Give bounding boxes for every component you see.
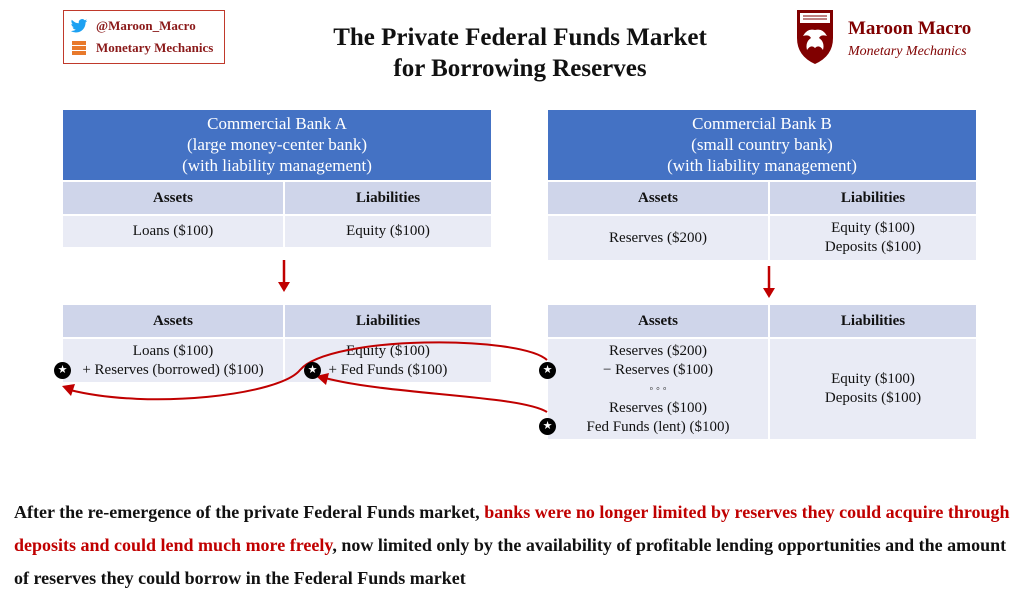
bank-b-title: Commercial Bank B xyxy=(692,114,832,133)
bank-a-note: (with liability management) xyxy=(182,156,372,175)
bank-b-note: (with liability management) xyxy=(667,156,857,175)
twitter-handle-row[interactable]: @Maroon_Macro xyxy=(70,15,218,37)
caption-text: After the re-emergence of the private Fe… xyxy=(14,496,1014,595)
star-marker-bank-a-fedfunds: ★ xyxy=(304,362,321,379)
bank-a-before-assets-header: Assets xyxy=(63,182,283,214)
bank-a-after-liab-fedfunds: + Fed Funds ($100) xyxy=(328,361,448,378)
maroon-macro-logo: Maroon Macro Monetary Mechanics xyxy=(795,8,1015,70)
title-line-1: The Private Federal Funds Market xyxy=(333,24,707,51)
caption-part-3: , now limited only by the availability o… xyxy=(14,535,1007,588)
bank-b-after-asset-minus-reserves: − Reserves ($100) xyxy=(602,361,714,378)
bank-a-title: Commercial Bank A xyxy=(207,114,347,133)
logo-name: Maroon Macro xyxy=(848,18,972,39)
bank-b-after-asset-net-reserves: Reserves ($100) xyxy=(609,399,707,416)
bank-a-header: Commercial Bank A (large money-center ba… xyxy=(63,110,491,180)
star-marker-bank-a-reserves: ★ xyxy=(54,362,71,379)
bank-a-after-assets: Loans ($100) + Reserves (borrowed) ($100… xyxy=(63,339,283,382)
bank-b-before-assets: Reserves ($200) xyxy=(548,216,768,260)
bank-b-after-asset-reserves: Reserves ($200) xyxy=(609,342,707,359)
star-marker-bank-b-reserves: ★ xyxy=(539,362,556,379)
bank-b-before-liab-equity: Equity ($100) xyxy=(831,220,915,236)
bank-b-transition-arrow xyxy=(763,266,775,298)
bank-b-after-liab-equity: Equity ($100) xyxy=(831,371,915,387)
bank-b-after-liab-deposits: Deposits ($100) xyxy=(824,390,922,406)
bank-b-after-assets-header: Assets xyxy=(548,305,768,337)
bank-a-before-liabilities-header: Liabilities xyxy=(285,182,491,214)
star-marker-bank-b-fedfunds-lent: ★ xyxy=(539,418,556,435)
bank-b-before-liabilities: Equity ($100) Deposits ($100) xyxy=(770,216,976,260)
bank-a-before-assets: Loans ($100) xyxy=(63,216,283,247)
twitter-bird-icon xyxy=(70,17,88,35)
bank-a-after-asset-loans: Loans ($100) xyxy=(132,342,214,359)
logo-subtitle: Monetary Mechanics xyxy=(848,44,967,59)
bank-b-before-liabilities-header: Liabilities xyxy=(770,182,976,214)
caption-highlight: banks were no longer limited by reserves… xyxy=(14,502,1010,555)
bank-a-transition-arrow xyxy=(278,260,290,292)
bank-a-before-liabilities: Equity ($100) xyxy=(285,216,491,247)
bank-a-after-asset-reserves: + Reserves (borrowed) ($100) xyxy=(82,361,264,378)
bank-b-subtitle: (small country bank) xyxy=(691,135,833,154)
bank-b-after-liabilities-header: Liabilities xyxy=(770,305,976,337)
blog-row[interactable]: Monetary Mechanics xyxy=(70,37,218,59)
title-line-2: for Borrowing Reserves xyxy=(393,55,647,82)
blog-name: Monetary Mechanics xyxy=(96,40,214,55)
bank-b-after-liabilities: Equity ($100) Deposits ($100) xyxy=(770,339,976,439)
page-title: The Private Federal Funds Market for Bor… xyxy=(255,22,785,84)
caption-part-1: After the re-emergence of the private Fe… xyxy=(14,502,485,522)
bank-a-after-assets-header: Assets xyxy=(63,305,283,337)
bank-b-after-asset-fedfunds-lent: Fed Funds (lent) ($100) xyxy=(586,418,730,435)
phoenix-shield-icon xyxy=(797,10,833,64)
blog-rss-icon xyxy=(70,39,88,57)
social-brand-box: @Maroon_Macro Monetary Mechanics xyxy=(63,10,225,64)
bank-b-after-asset-ellipsis: ◦ ◦ ◦ xyxy=(649,382,667,395)
bank-b-after-assets: Reserves ($200) − Reserves ($100) ◦ ◦ ◦ … xyxy=(548,339,768,439)
bank-b-before-liab-deposits: Deposits ($100) xyxy=(824,239,922,255)
bank-b-header: Commercial Bank B (small country bank) (… xyxy=(548,110,976,180)
bank-b-before-assets-header: Assets xyxy=(548,182,768,214)
bank-a-after-liabilities-header: Liabilities xyxy=(285,305,491,337)
bank-a-subtitle: (large money-center bank) xyxy=(187,135,367,154)
twitter-handle: @Maroon_Macro xyxy=(96,18,196,33)
